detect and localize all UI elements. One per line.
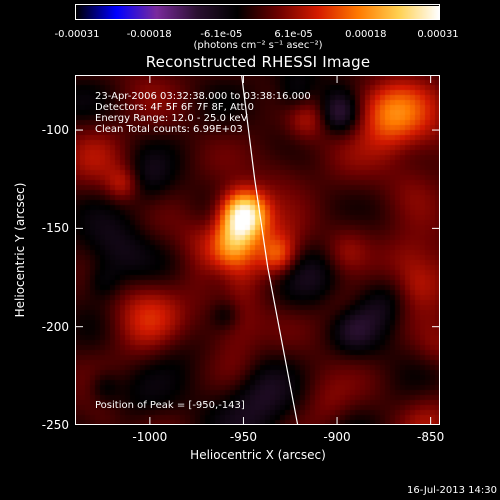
footer-timestamp: 16-Jul-2013 14:30 [406, 485, 497, 496]
y-axis-label: Heliocentric Y (arcsec) [13, 182, 27, 318]
info-annotation-line: 23-Apr-2006 03:32:38.000 to 03:38:16.000 [95, 91, 311, 102]
heatmap-image [75, 75, 440, 425]
plot-frame [75, 75, 440, 425]
chart-title: Reconstructed RHESSI Image [145, 53, 371, 71]
colorbar-tick-label: 0.00031 [417, 29, 459, 40]
x-tick-label: -1000 [132, 430, 168, 444]
colorbar [75, 4, 440, 20]
solar-limb-line [241, 75, 299, 425]
colorbar-units-label: (photons cm⁻² s⁻¹ asec⁻²) [193, 40, 323, 51]
colorbar-gradient [76, 6, 439, 19]
y-tick-label: -250 [41, 418, 69, 432]
y-tick-label: -200 [41, 319, 69, 334]
x-tick-label: -900 [323, 430, 351, 444]
info-annotation-line: Detectors: 4F 5F 6F 7F 8F, Att 0 [95, 102, 254, 113]
heatmap-plot-area: 23-Apr-2006 03:32:38.000 to 03:38:16.000… [75, 75, 440, 425]
colorbar-tick-label: -6.1e-05 [200, 29, 243, 40]
colorbar-tick-label: -0.00031 [54, 29, 100, 40]
y-tick-label: -100 [41, 123, 69, 138]
x-tick-label: -850 [417, 430, 445, 444]
colorbar-tick-label: -0.00018 [126, 29, 172, 40]
info-annotation-line: Energy Range: 12.0 - 25.0 keV [95, 113, 248, 124]
plot-overlay: 23-Apr-2006 03:32:38.000 to 03:38:16.000… [75, 75, 440, 425]
info-annotation-line: Clean Total counts: 6.99E+03 [95, 124, 243, 135]
x-tick-label: -950 [229, 430, 258, 444]
colorbar-tick-label: 0.00018 [345, 29, 387, 40]
colorbar-tick-label: 6.1e-05 [274, 29, 313, 40]
x-axis-label: Heliocentric X (arcsec) [190, 448, 326, 462]
y-tick-label: -150 [41, 221, 69, 236]
peak-position-label: Position of Peak = [-950,-143] [95, 400, 245, 411]
